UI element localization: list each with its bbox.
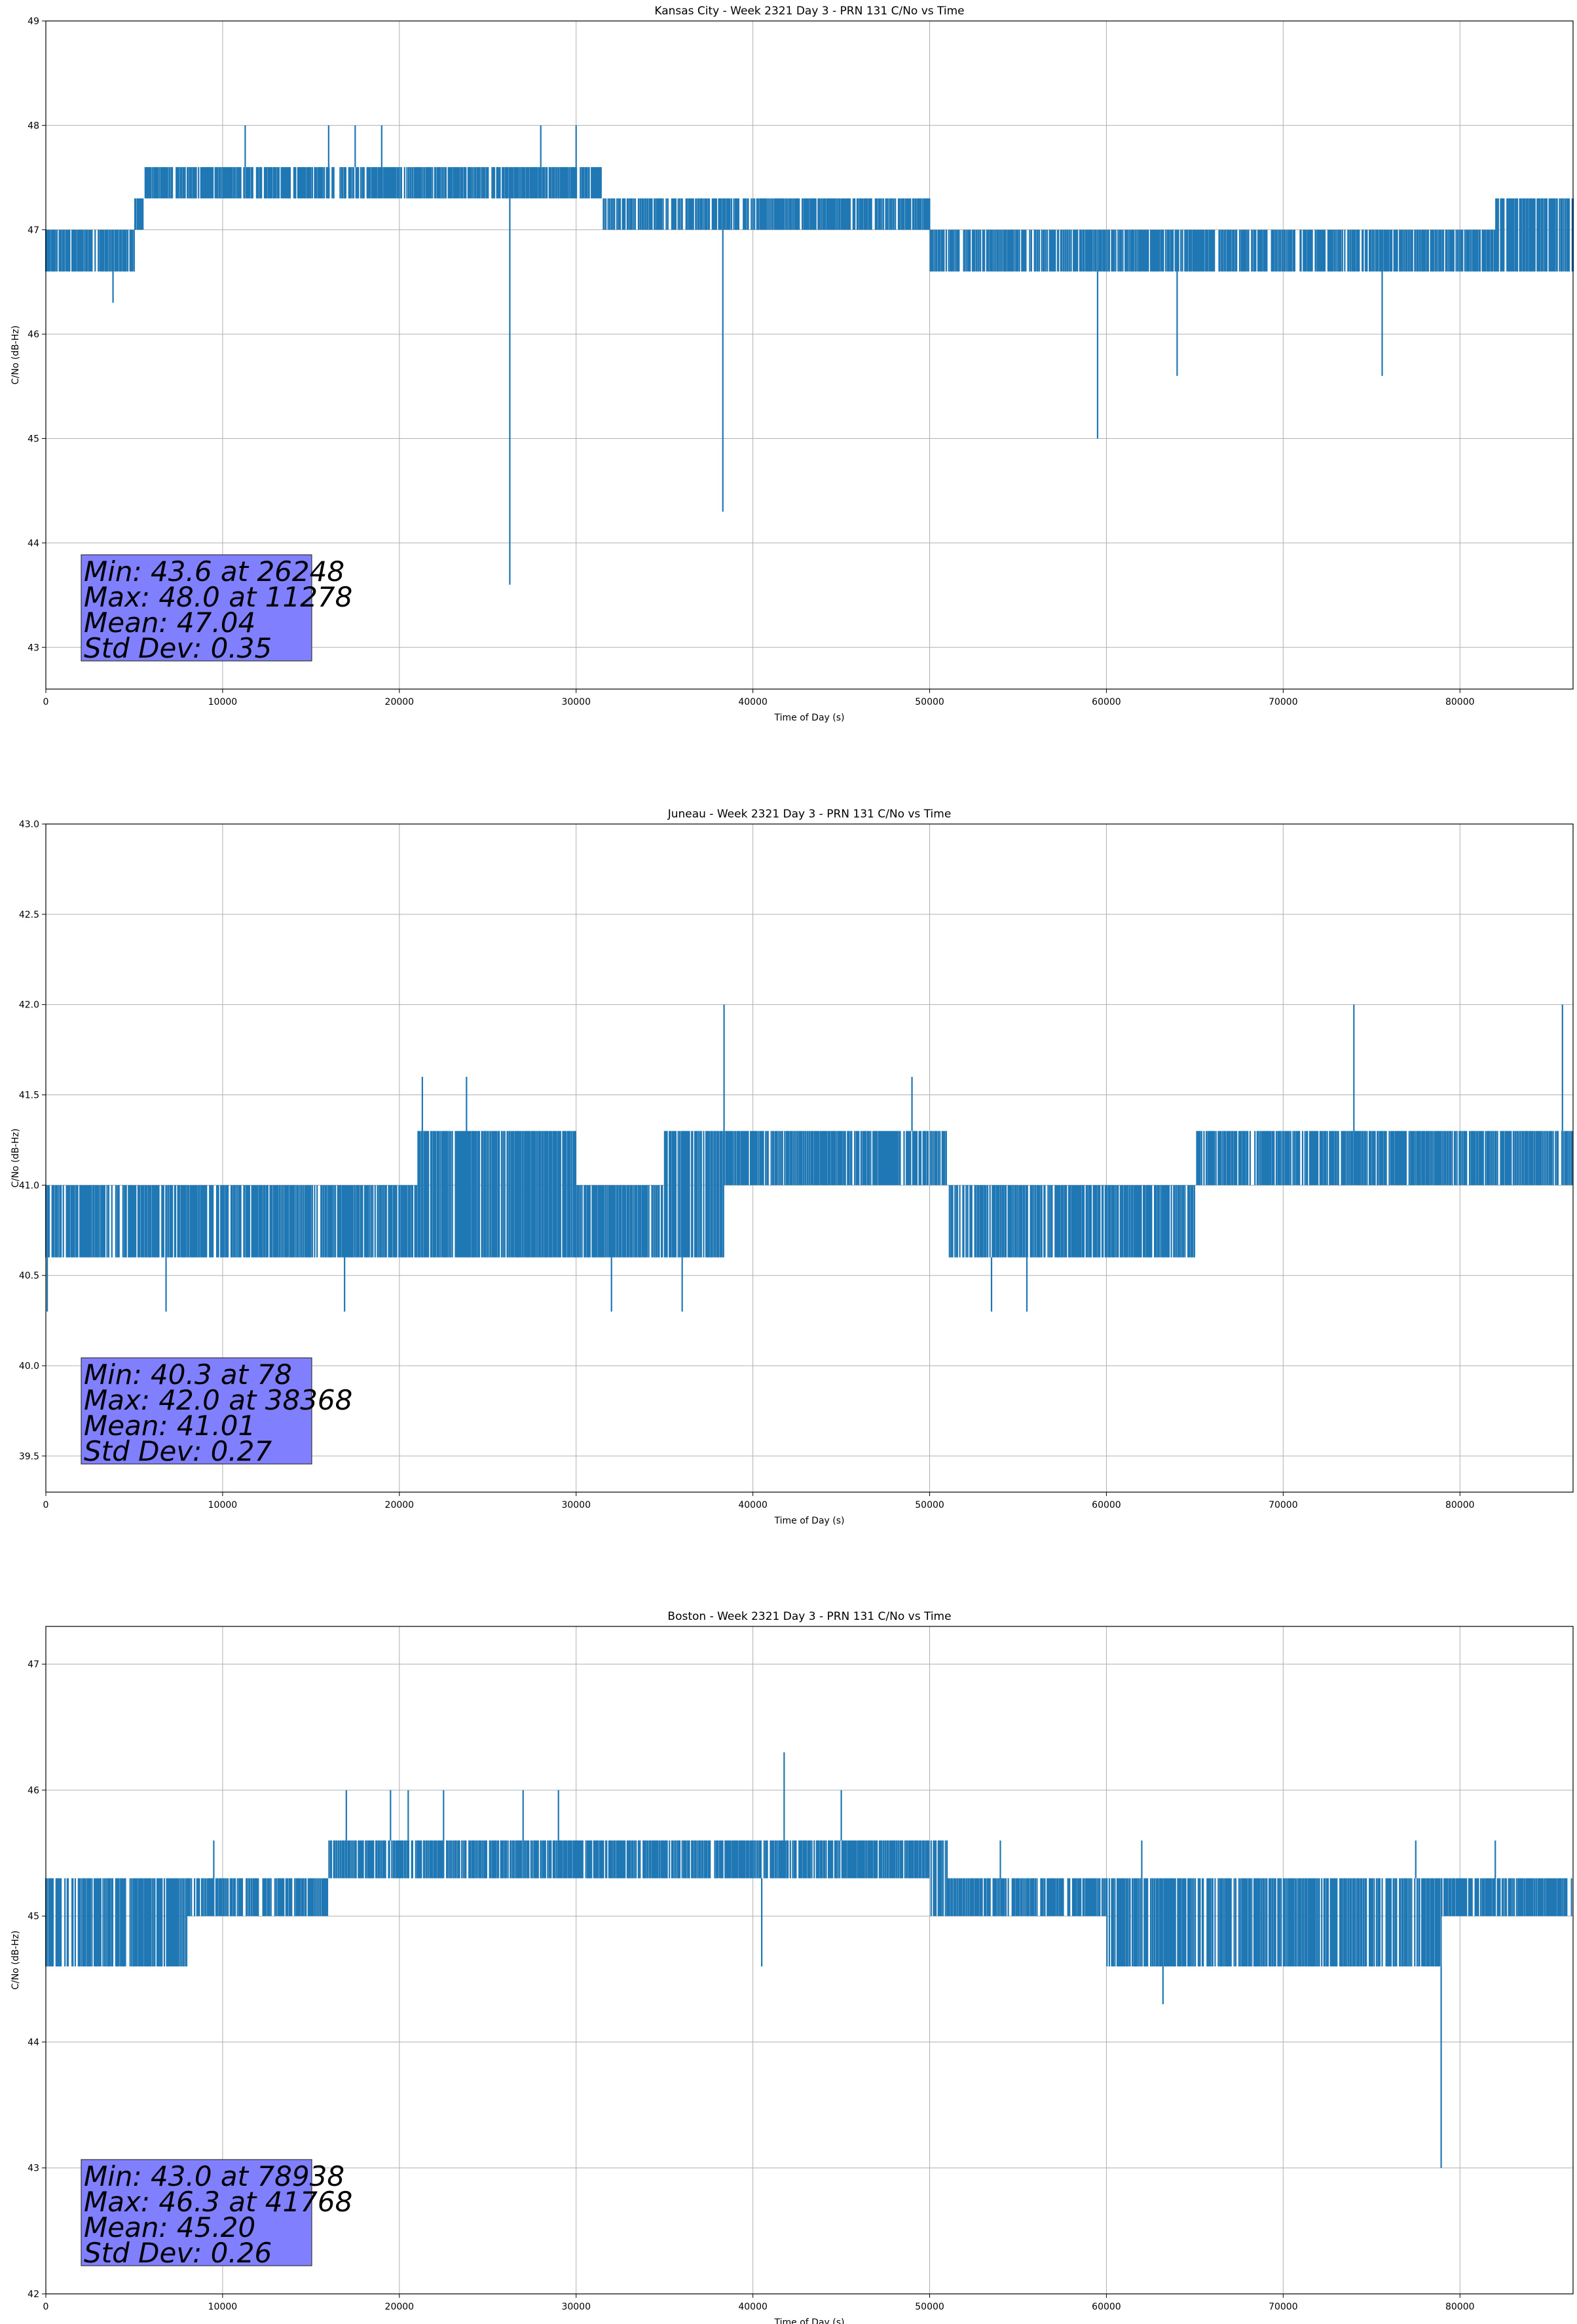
chart-panel-1: 0 10000 20000 30000 40000 50000 60000 70000 8000… <box>10 5 1574 723</box>
x-tick-label: 30000 <box>561 1500 591 1510</box>
plot-frame <box>45 823 1574 1493</box>
y-tick-label: 39.5 <box>19 1452 39 1462</box>
y-tick-label: 40.5 <box>19 1271 39 1281</box>
y-tick-label: 47 <box>28 1660 39 1670</box>
x-tick-label: 60000 <box>1092 1500 1121 1510</box>
x-tick-label: 20000 <box>385 1500 415 1510</box>
y-tick-label: 41.5 <box>19 1091 39 1101</box>
stats-line: Min: 43.0 at 78938 <box>84 2160 344 2192</box>
y-axis-label: C/No (dB-Hz) <box>10 1930 21 1989</box>
stats-box <box>81 1357 312 1465</box>
x-tick-label: 40000 <box>738 1500 768 1510</box>
x-tick-label: 50000 <box>915 697 944 707</box>
x-tick-label: 20000 <box>385 697 415 707</box>
plot-frame <box>45 1626 1574 2295</box>
y-tick-label: 47 <box>28 225 39 236</box>
stats-box <box>81 2159 312 2266</box>
x-axis-label: Time of Day (s) <box>774 2317 845 2324</box>
stats-line: Mean: 41.01 <box>84 1410 255 1442</box>
y-tick-label: 46 <box>28 1786 39 1796</box>
x-tick-label: 0 <box>43 1500 49 1510</box>
plot-frame <box>45 20 1574 690</box>
y-tick-label: 43 <box>28 643 39 653</box>
x-tick-label: 70000 <box>1269 1500 1298 1510</box>
chart-title: Juneau - Week 2321 Day 3 - PRN 131 C/No … <box>667 808 952 821</box>
y-axis-label: C/No (dB-Hz) <box>10 326 21 384</box>
x-tick-label: 80000 <box>1445 697 1475 707</box>
x-tick-label: 10000 <box>208 2302 238 2312</box>
x-tick-label: 40000 <box>738 697 768 707</box>
x-tick-label: 60000 <box>1092 2302 1121 2312</box>
x-tick-label: 70000 <box>1269 697 1298 707</box>
y-tick-label: 42.0 <box>19 1000 39 1011</box>
x-tick-label: 20000 <box>385 2302 415 2312</box>
x-tick-label: 10000 <box>208 1500 238 1510</box>
x-tick-label: 0 <box>43 697 49 707</box>
y-tick-label: 44 <box>28 538 39 549</box>
chart-title: Boston - Week 2321 Day 3 - PRN 131 C/No … <box>667 1610 951 1623</box>
y-tick-label: 44 <box>28 2037 39 2048</box>
y-axis-label: C/No (dB-Hz) <box>10 1129 21 1188</box>
x-tick-label: 80000 <box>1445 2302 1475 2312</box>
x-tick-label: 0 <box>43 2302 49 2312</box>
x-tick-label: 50000 <box>915 2302 944 2312</box>
y-tick-label: 48 <box>28 121 39 131</box>
x-tick-label: 50000 <box>915 1500 944 1510</box>
x-axis-label: Time of Day (s) <box>774 1516 845 1526</box>
x-tick-label: 80000 <box>1445 1500 1475 1510</box>
stats-line: Std Dev: 0.26 <box>84 2237 272 2269</box>
chart-panel-2: 0 10000 20000 30000 40000 50000 60000 70000 8000… <box>10 808 1574 1526</box>
stats-line: Mean: 47.04 <box>84 607 255 639</box>
stats-line: Mean: 45.20 <box>84 2211 255 2243</box>
stats-line: Std Dev: 0.27 <box>84 1435 272 1467</box>
x-tick-label: 30000 <box>561 2302 591 2312</box>
stats-line: Std Dev: 0.35 <box>84 632 272 664</box>
y-tick-label: 42.5 <box>19 910 39 920</box>
x-tick-label: 70000 <box>1269 2302 1298 2312</box>
y-tick-label: 42 <box>28 2289 39 2300</box>
y-tick-label: 45 <box>28 434 39 445</box>
stats-line: Max: 48.0 at 11278 <box>84 581 352 613</box>
y-tick-label: 45 <box>28 1911 39 1922</box>
y-tick-label: 46 <box>28 329 39 340</box>
x-tick-label: 40000 <box>738 2302 768 2312</box>
chart-title: Kansas City - Week 2321 Day 3 - PRN 131 … <box>654 5 964 18</box>
y-tick-label: 41.0 <box>19 1180 39 1191</box>
x-tick-label: 30000 <box>561 697 591 707</box>
x-axis-label: Time of Day (s) <box>774 713 845 723</box>
stats-box <box>81 554 312 662</box>
stats-line: Min: 43.6 at 26248 <box>84 555 344 588</box>
y-tick-label: 40.0 <box>19 1361 39 1372</box>
x-tick-label: 10000 <box>208 697 238 707</box>
stats-line: Min: 40.3 at 78 <box>84 1359 292 1391</box>
y-tick-label: 49 <box>28 16 39 27</box>
stats-line: Max: 42.0 at 38368 <box>84 1384 352 1416</box>
stats-line: Max: 46.3 at 41768 <box>84 2186 352 2218</box>
x-tick-label: 60000 <box>1092 697 1121 707</box>
y-tick-label: 43 <box>28 2164 39 2174</box>
y-tick-label: 43.0 <box>19 819 39 830</box>
